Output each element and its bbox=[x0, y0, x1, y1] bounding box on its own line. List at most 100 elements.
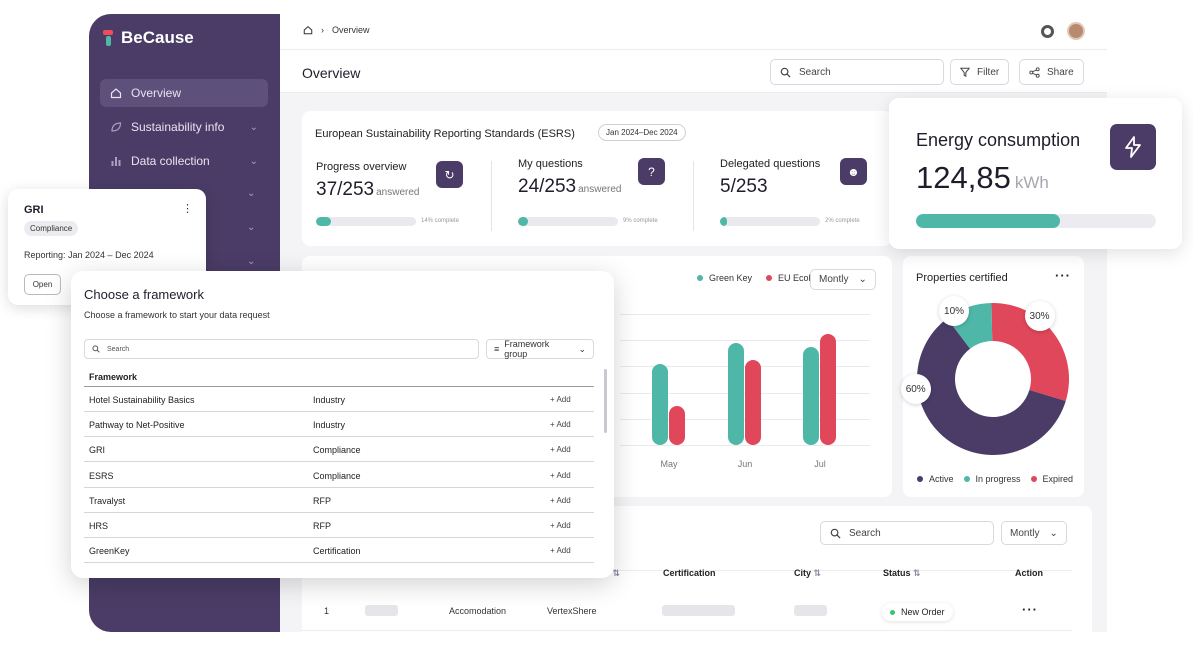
donut-slice-expired[interactable] bbox=[991, 303, 1069, 402]
gri-title: GRI bbox=[24, 204, 44, 216]
bar-eu-ecolabel-jul[interactable] bbox=[820, 333, 836, 445]
divider bbox=[491, 161, 492, 231]
esrs-title: European Sustainability Reporting Standa… bbox=[315, 128, 575, 140]
modal-scrollbar[interactable] bbox=[604, 369, 607, 433]
sidebar-item-data-collection[interactable]: Data collection ⌄ bbox=[100, 147, 268, 175]
sidebar-item-sustainability[interactable]: Sustainability info ⌄ bbox=[100, 113, 268, 141]
x-tick-label: Jul bbox=[814, 459, 826, 469]
legend-swatch bbox=[766, 275, 773, 281]
add-framework-button[interactable]: + Add bbox=[550, 445, 571, 455]
share-label: Share bbox=[1047, 66, 1074, 78]
bar-chart-icon bbox=[111, 157, 121, 166]
gridline bbox=[620, 340, 870, 342]
stat-label: Delegated questions bbox=[720, 158, 821, 170]
progress-fill bbox=[316, 217, 331, 226]
status-dot bbox=[890, 609, 895, 615]
add-framework-button[interactable]: + Add bbox=[550, 495, 571, 505]
framework-search-input[interactable]: Search bbox=[84, 339, 479, 359]
home-icon[interactable] bbox=[303, 25, 313, 35]
search-icon bbox=[830, 528, 841, 539]
lightning-icon bbox=[1110, 124, 1156, 170]
table-period-select[interactable]: Montly ⌄ bbox=[1001, 521, 1067, 545]
share-button[interactable]: Share bbox=[1019, 59, 1084, 85]
framework-group-select[interactable]: ≡ Framework group ⌄ bbox=[486, 339, 594, 359]
bar-green-key-may[interactable] bbox=[652, 363, 668, 445]
modal-subtitle: Choose a framework to start your data re… bbox=[84, 310, 270, 320]
legend-swatch bbox=[917, 476, 923, 482]
filter-button[interactable]: Filter bbox=[950, 59, 1010, 85]
add-framework-button[interactable]: + Add bbox=[550, 420, 571, 430]
add-framework-button[interactable]: + Add bbox=[550, 395, 571, 404]
x-tick-label: Jun bbox=[737, 459, 753, 469]
framework-name: Travalyst bbox=[89, 495, 126, 506]
search-icon bbox=[780, 67, 791, 78]
energy-number: 124,85 bbox=[916, 160, 1011, 195]
donut-legend: Active In progress Expired bbox=[917, 474, 1073, 484]
chevron-down-icon[interactable]: ⌄ bbox=[247, 222, 256, 233]
framework-row: Travalyst RFP + Add bbox=[84, 488, 594, 513]
framework-name: Hotel Sustainability Basics bbox=[89, 395, 195, 405]
topbar: › Overview bbox=[280, 14, 1107, 50]
progress-bar bbox=[316, 217, 416, 226]
donut-slice-active[interactable] bbox=[917, 318, 1066, 455]
framework-row: ESRS Compliance + Add bbox=[84, 463, 594, 488]
legend-label: EU Ecolabel bbox=[778, 273, 828, 283]
add-framework-button[interactable]: + Add bbox=[550, 546, 571, 556]
chevron-down-icon: ⌄ bbox=[249, 155, 258, 167]
x-tick-label: May bbox=[660, 459, 678, 469]
framework-row: Pathway to Net-Positive Industry + Add bbox=[84, 412, 594, 438]
table-header-status[interactable]: Status ⇅ bbox=[883, 568, 921, 579]
logo-icon bbox=[103, 30, 115, 46]
sidebar-item-overview[interactable]: Overview bbox=[100, 79, 268, 107]
kebab-icon[interactable]: ⋮ bbox=[182, 203, 193, 215]
add-framework-button[interactable]: + Add bbox=[550, 470, 571, 480]
table-header-certification[interactable]: Certification bbox=[663, 568, 716, 578]
table-header-city[interactable]: City ⇅ bbox=[794, 568, 821, 579]
refresh-button[interactable]: ↻ bbox=[436, 161, 463, 188]
bar-green-key-jul[interactable] bbox=[803, 346, 819, 445]
table-row-divider bbox=[302, 630, 1072, 631]
add-framework-button[interactable]: + Add bbox=[550, 521, 571, 530]
framework-category: Industry bbox=[313, 420, 346, 431]
support-icon[interactable] bbox=[1041, 25, 1054, 38]
framework-modal: Choose a framework Choose a framework to… bbox=[71, 271, 614, 578]
sidebar-item-label: Data collection bbox=[131, 154, 210, 168]
gridline bbox=[620, 314, 870, 315]
energy-unit: kWh bbox=[1014, 173, 1049, 192]
chevron-down-icon: ⌄ bbox=[249, 121, 258, 133]
energy-title: Energy consumption bbox=[916, 130, 1081, 150]
energy-consumption-card: Energy consumption 124,85 kWh bbox=[889, 98, 1182, 249]
framework-column-header: Framework bbox=[89, 372, 138, 382]
chevron-down-icon: ⌄ bbox=[1049, 527, 1058, 539]
avatar[interactable] bbox=[1067, 22, 1085, 40]
refresh-icon: ↻ bbox=[444, 167, 455, 182]
legend-item: Active bbox=[917, 474, 954, 484]
help-button[interactable]: ? bbox=[638, 158, 665, 185]
framework-category: Compliance bbox=[313, 470, 361, 481]
chevron-down-icon: ⌄ bbox=[858, 274, 867, 285]
chevron-down-icon: ⌄ bbox=[578, 343, 586, 354]
sliders-icon: ≡ bbox=[494, 344, 500, 354]
row-type: Accomodation bbox=[449, 606, 507, 616]
open-button[interactable]: Open bbox=[24, 274, 61, 295]
chevron-down-icon[interactable]: ⌄ bbox=[247, 188, 256, 199]
progress-percent: 9% complete bbox=[623, 218, 658, 224]
bar-green-key-jun[interactable] bbox=[728, 342, 744, 445]
stat-label: Progress overview bbox=[316, 161, 407, 173]
period-select[interactable]: Montly ⌄ bbox=[810, 269, 876, 290]
delegate-button[interactable]: ☻ bbox=[840, 158, 867, 185]
framework-row: Hotel Sustainability Basics Industry + Add bbox=[84, 387, 594, 412]
search-input[interactable]: Search bbox=[770, 59, 944, 85]
search-placeholder: Search bbox=[107, 345, 130, 353]
stat-value: 5/253 bbox=[720, 176, 890, 198]
table-search-input[interactable]: Search bbox=[820, 521, 994, 545]
row-more-icon[interactable]: ··· bbox=[1022, 602, 1038, 617]
donut-chart bbox=[917, 303, 1069, 455]
brand-logo[interactable]: BeCause bbox=[103, 28, 194, 48]
more-icon[interactable]: ··· bbox=[1055, 268, 1071, 283]
legend-label: In progress bbox=[975, 474, 1021, 484]
chevron-down-icon[interactable]: ⌄ bbox=[247, 256, 256, 267]
esrs-card: European Sustainability Reporting Standa… bbox=[302, 111, 892, 246]
bar-eu-ecolabel-jun[interactable] bbox=[745, 359, 761, 445]
bar-eu-ecolabel-may[interactable] bbox=[669, 405, 685, 445]
